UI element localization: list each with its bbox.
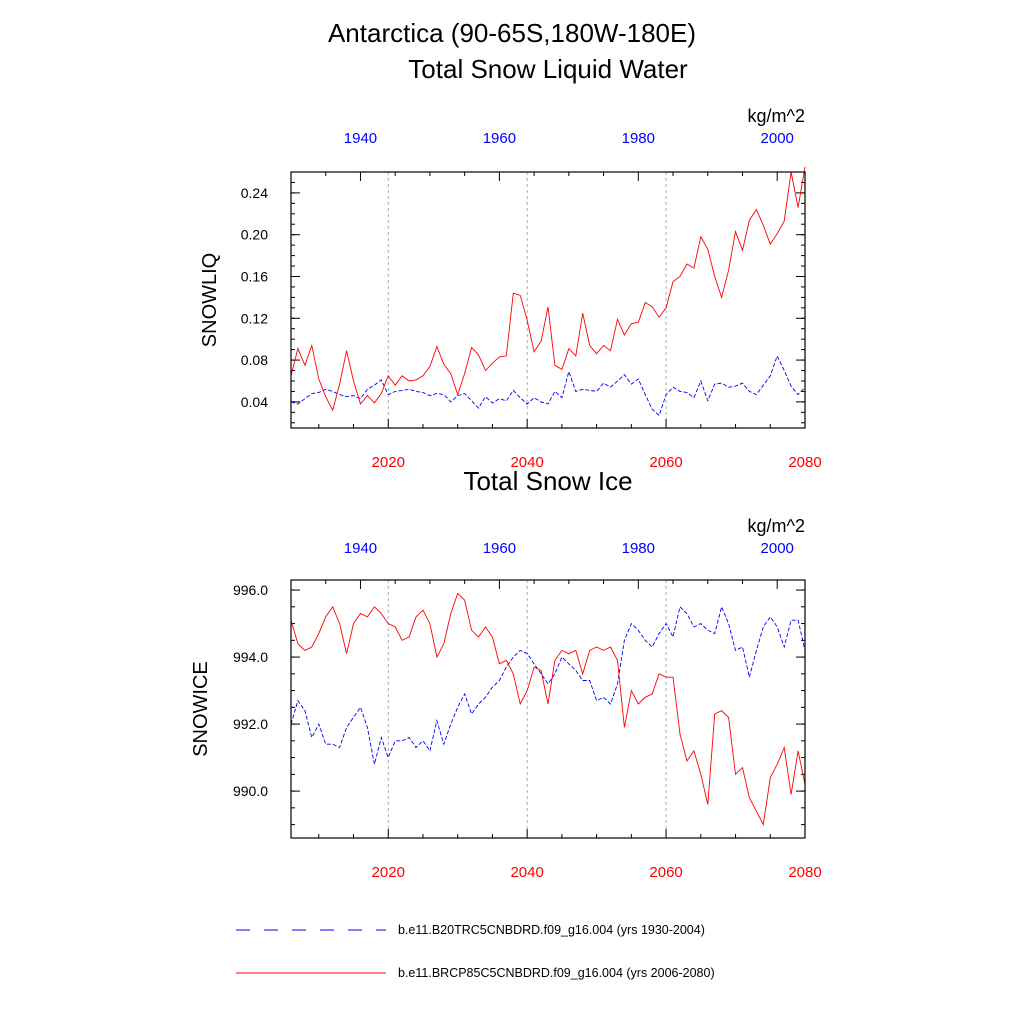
x-bottom-tick-label: 2060 [649, 864, 682, 881]
x-top-tick-label: 1940 [344, 130, 377, 147]
y-tick-label: 0.16 [241, 268, 268, 284]
chart-title: Total Snow Ice [463, 466, 632, 496]
y-tick-label: 992.0 [233, 716, 268, 732]
series-line-future [290, 166, 806, 412]
x-bottom-tick-label: 2080 [788, 864, 821, 881]
y-tick-label: 994.0 [233, 649, 268, 665]
series-line-historical [290, 354, 806, 417]
y-tick-label: 996.0 [233, 582, 268, 598]
x-top-tick-label: 1960 [483, 130, 516, 147]
y-tick-label: 0.12 [241, 310, 268, 326]
series-line-future [290, 592, 806, 827]
x-bottom-tick-label: 2060 [649, 454, 682, 471]
x-top-tick-label: 1980 [622, 130, 655, 147]
legend-label-future: b.e11.BRCP85C5CNBDRD.f09_g16.004 (yrs 20… [398, 966, 715, 980]
y-tick-label: 990.0 [233, 783, 268, 799]
plot-frame [290, 171, 806, 429]
x-top-tick-label: 2000 [761, 540, 794, 557]
figure-title: Antarctica (90-65S,180W-180E) [328, 18, 696, 48]
y-tick-label: 0.20 [241, 227, 268, 243]
x-top-tick-label: 1980 [622, 540, 655, 557]
y-axis-label: SNOWLIQ [199, 253, 221, 347]
x-bottom-tick-label: 2040 [510, 454, 543, 471]
x-top-tick-label: 1940 [344, 540, 377, 557]
y-tick-label: 0.24 [241, 185, 268, 201]
y-tick-label: 0.04 [241, 394, 268, 410]
legend-label-historical: b.e11.B20TRC5CNBDRD.f09_g16.004 (yrs 193… [398, 923, 705, 937]
x-bottom-tick-label: 2080 [788, 454, 821, 471]
legend: b.e11.B20TRC5CNBDRD.f09_g16.004 (yrs 193… [236, 923, 715, 980]
y-axis-label: SNOWICE [190, 661, 212, 757]
y-tick-label: 0.08 [241, 352, 268, 368]
units-label: kg/m^2 [748, 106, 805, 126]
x-top-tick-label: 2000 [761, 130, 794, 147]
x-bottom-tick-label: 2020 [372, 454, 405, 471]
series-line-historical [290, 605, 806, 765]
x-bottom-tick-label: 2020 [372, 864, 405, 881]
panel-snowice: Total Snow Ice kg/m^2 990.0 992.0 994.0 996.0… [190, 466, 822, 881]
x-bottom-tick-label: 2040 [510, 864, 543, 881]
plot-frame [290, 579, 806, 839]
x-top-tick-label: 1960 [483, 540, 516, 557]
panel-snowliq: Total Snow Liquid Water kg/m^2 0.04 0.08 0.1… [199, 54, 822, 471]
units-label: kg/m^2 [748, 516, 805, 536]
chart-title: Total Snow Liquid Water [408, 54, 688, 84]
